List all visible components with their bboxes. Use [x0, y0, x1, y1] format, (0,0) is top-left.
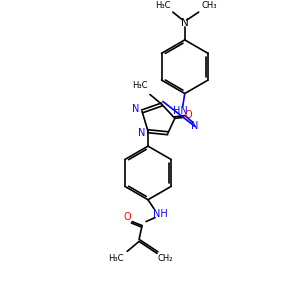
Text: O: O [185, 110, 193, 120]
Text: CH₂: CH₂ [157, 254, 172, 263]
Text: N: N [138, 128, 146, 138]
Text: HN: HN [173, 106, 188, 116]
Text: H₃C: H₃C [155, 1, 171, 10]
Text: N: N [181, 18, 189, 28]
Text: O: O [123, 212, 131, 222]
Text: N: N [191, 121, 198, 131]
Text: NH: NH [153, 208, 167, 219]
Text: N: N [132, 104, 140, 114]
Text: CH₃: CH₃ [202, 1, 217, 10]
Text: H₃C: H₃C [132, 81, 148, 90]
Text: H₃C: H₃C [109, 254, 124, 263]
